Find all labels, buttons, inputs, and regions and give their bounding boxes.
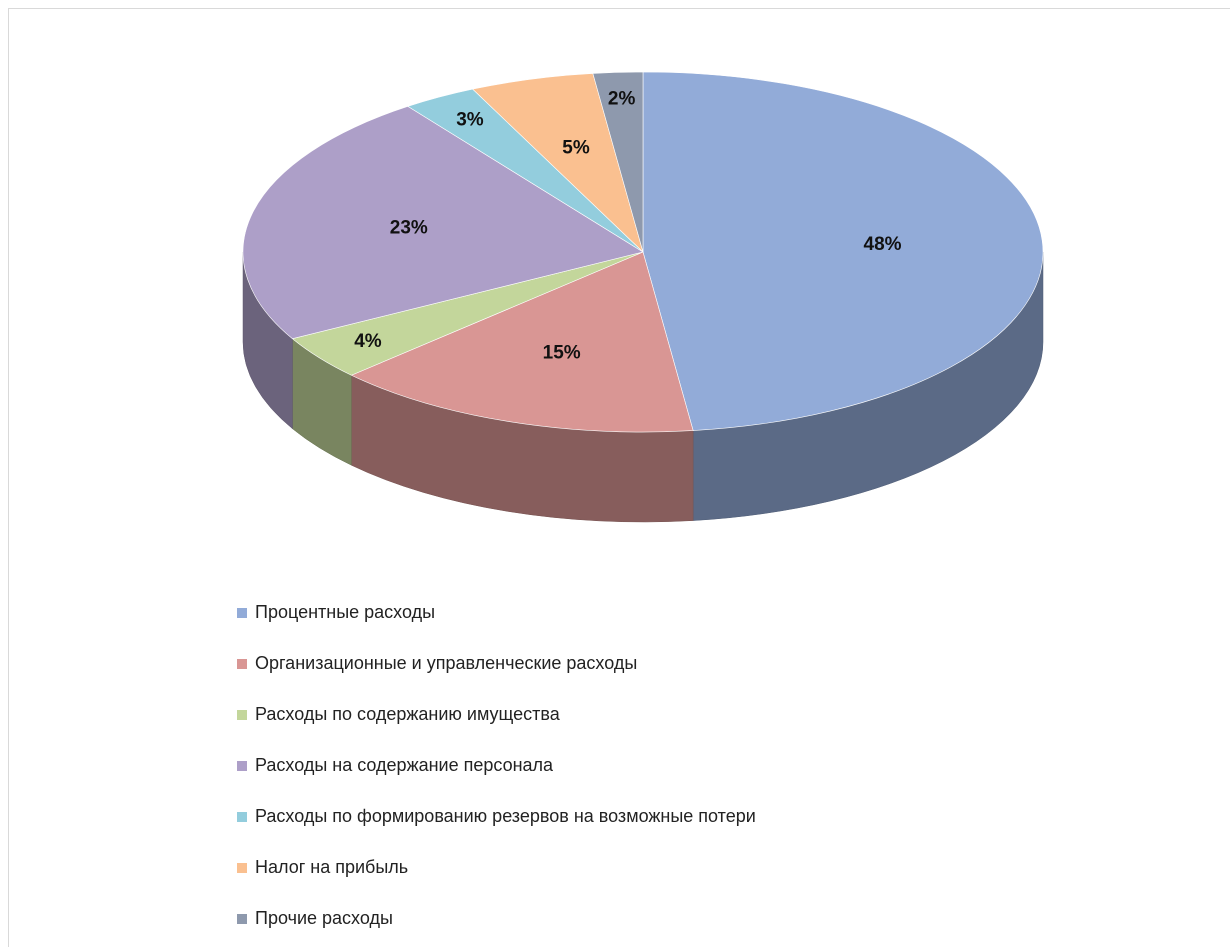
legend-label: Расходы на содержание персонала <box>255 755 554 775</box>
data-labels: 48% 15% 4% 23% 3% 5% 2% <box>354 88 901 363</box>
data-label: 3% <box>456 109 484 130</box>
legend-swatch <box>237 914 247 924</box>
legend-swatch <box>237 659 247 669</box>
legend-label: Расходы по формированию резервов на возм… <box>255 806 756 826</box>
data-label: 4% <box>354 331 382 352</box>
slice <box>642 71 1044 431</box>
data-label: 15% <box>543 343 581 364</box>
legend-label: Процентные расходы <box>255 602 435 622</box>
legend-label: Прочие расходы <box>255 908 393 928</box>
legend-label: Расходы по содержанию имущества <box>255 704 561 724</box>
slice <box>592 71 644 253</box>
slice <box>242 106 644 340</box>
pie-sides <box>242 251 1044 523</box>
data-label: 5% <box>562 137 590 158</box>
legend-swatch <box>237 812 247 822</box>
data-label: 23% <box>390 217 428 238</box>
data-label: 48% <box>864 234 902 255</box>
legend-swatch <box>237 761 247 771</box>
legend-swatch <box>237 608 247 618</box>
legend-label: Налог на прибыль <box>255 857 408 877</box>
legend-label: Организационные и управленческие расходы <box>255 653 637 673</box>
legend-swatch <box>237 710 247 720</box>
legend-swatch <box>237 863 247 873</box>
data-label: 2% <box>608 88 636 109</box>
legend: Процентные расходы Организационные и упра… <box>237 602 756 928</box>
slice <box>350 251 694 433</box>
pie-tops <box>242 71 1044 433</box>
